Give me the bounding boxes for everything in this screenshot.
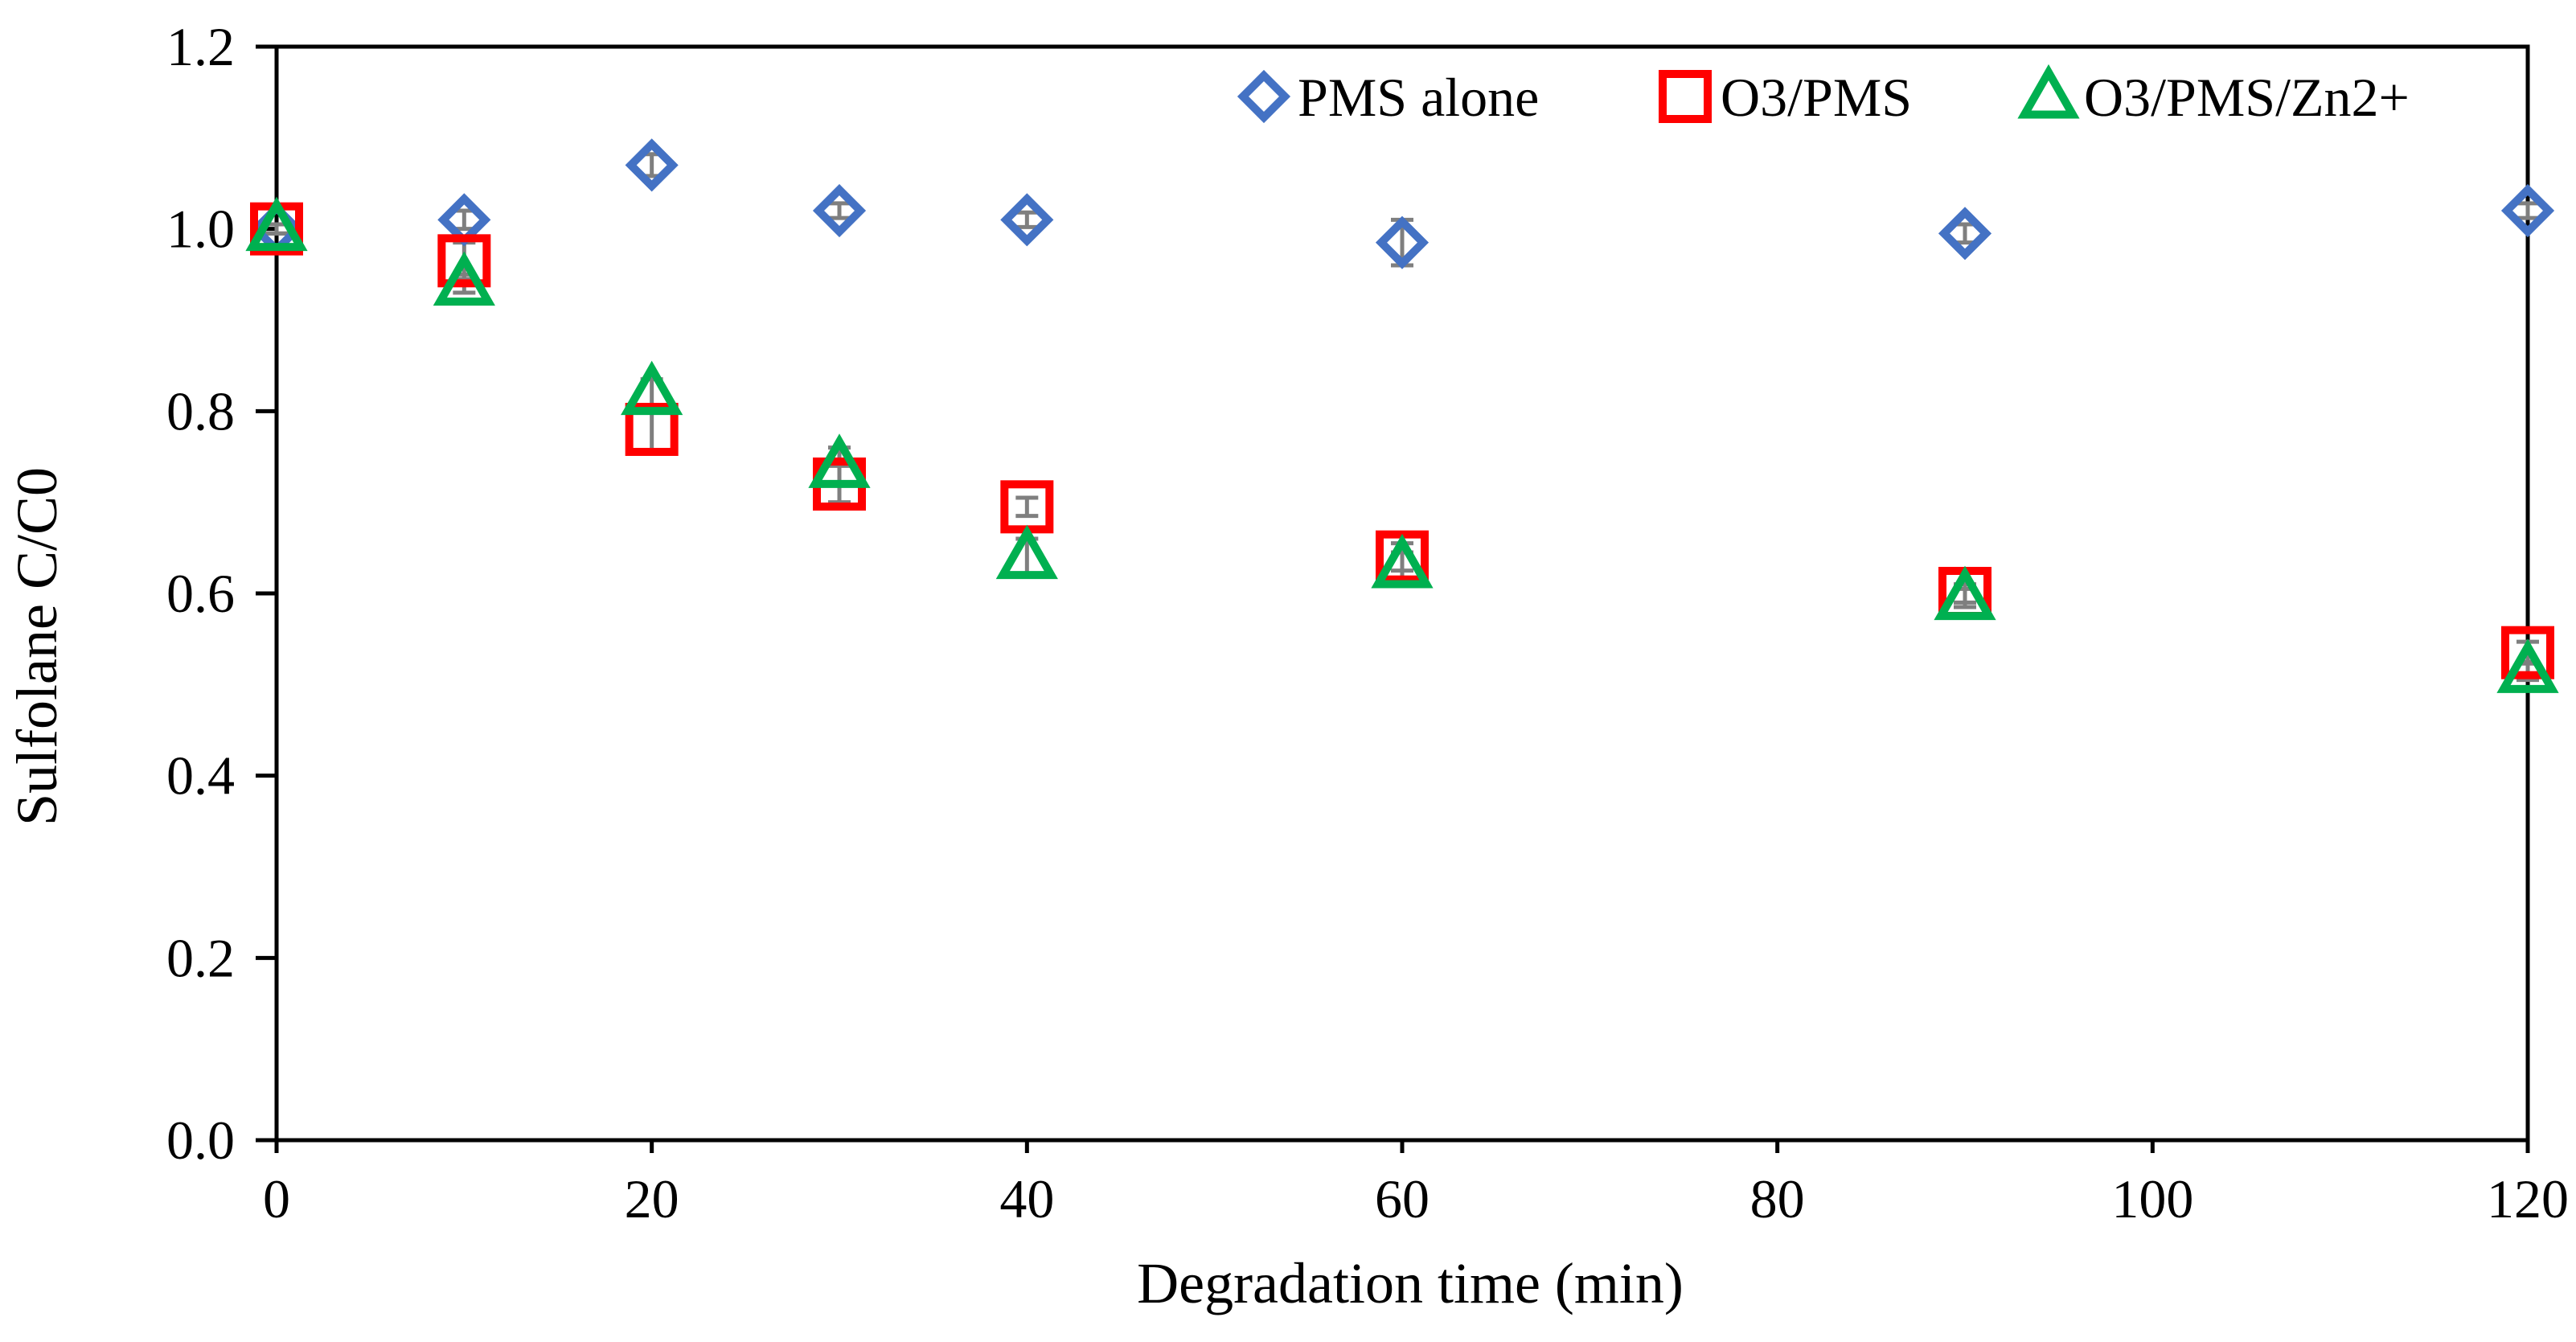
data-markers [245,138,2559,693]
data-point-square [2501,626,2554,679]
x-tick-label: 60 [1375,1168,1430,1229]
y-axis: 0.0 0.2 0.4 0.6 0.8 1.0 1.2 [166,16,277,1171]
error-bars [265,152,2539,683]
y-tick-label: 0.4 [166,745,235,806]
data-point-triangle [808,433,871,488]
x-axis: 0 20 40 60 80 100 120 [263,1140,2569,1229]
x-tick-label: 20 [625,1168,679,1229]
x-tick-label: 120 [2487,1168,2569,1229]
data-point-diamond [1938,207,1992,261]
x-tick-label: 0 [263,1168,290,1229]
x-tick-label: 40 [999,1168,1054,1229]
data-point-triangle [1371,533,1434,589]
data-point-diamond [625,138,679,192]
data-point-square [625,403,679,456]
data-point-triangle [433,251,495,306]
y-tick-label: 0.2 [166,927,235,988]
data-point-triangle [995,524,1058,580]
legend-label: O3/PMS [1721,67,1912,128]
y-tick-label: 0.6 [166,563,235,624]
data-point-triangle [2496,638,2559,693]
data-point-square [437,234,491,288]
legend-label: PMS alone [1298,67,1539,128]
data-point-diamond [1000,193,1054,247]
data-point-triangle [245,196,308,252]
data-point-diamond [2500,183,2555,238]
data-point-triangle [621,360,683,416]
legend: PMS alone O3/PMS O3/PMS/Zn2+ [1237,64,2410,128]
x-tick-label: 80 [1750,1168,1805,1229]
y-tick-label: 0.0 [166,1110,235,1171]
y-tick-label: 1.0 [166,199,235,260]
data-point-diamond [812,183,867,238]
legend-label: O3/PMS/Zn2+ [2084,67,2410,128]
y-axis-title: Sulfolane C/C0 [5,467,69,826]
y-tick-label: 1.2 [166,16,235,77]
plot-border [274,44,2530,1143]
x-tick-label: 100 [2111,1168,2193,1229]
y-tick-label: 0.8 [166,380,235,441]
legend-marker-diamond [1237,69,1291,124]
x-axis-title: Degradation time (min) [1137,1251,1684,1315]
data-point-diamond [1375,215,1430,269]
data-point-triangle [1934,565,1996,621]
legend-marker-triangle [2017,64,2080,119]
legend-marker-square [1659,70,1712,123]
plot-frame [274,44,2530,1143]
